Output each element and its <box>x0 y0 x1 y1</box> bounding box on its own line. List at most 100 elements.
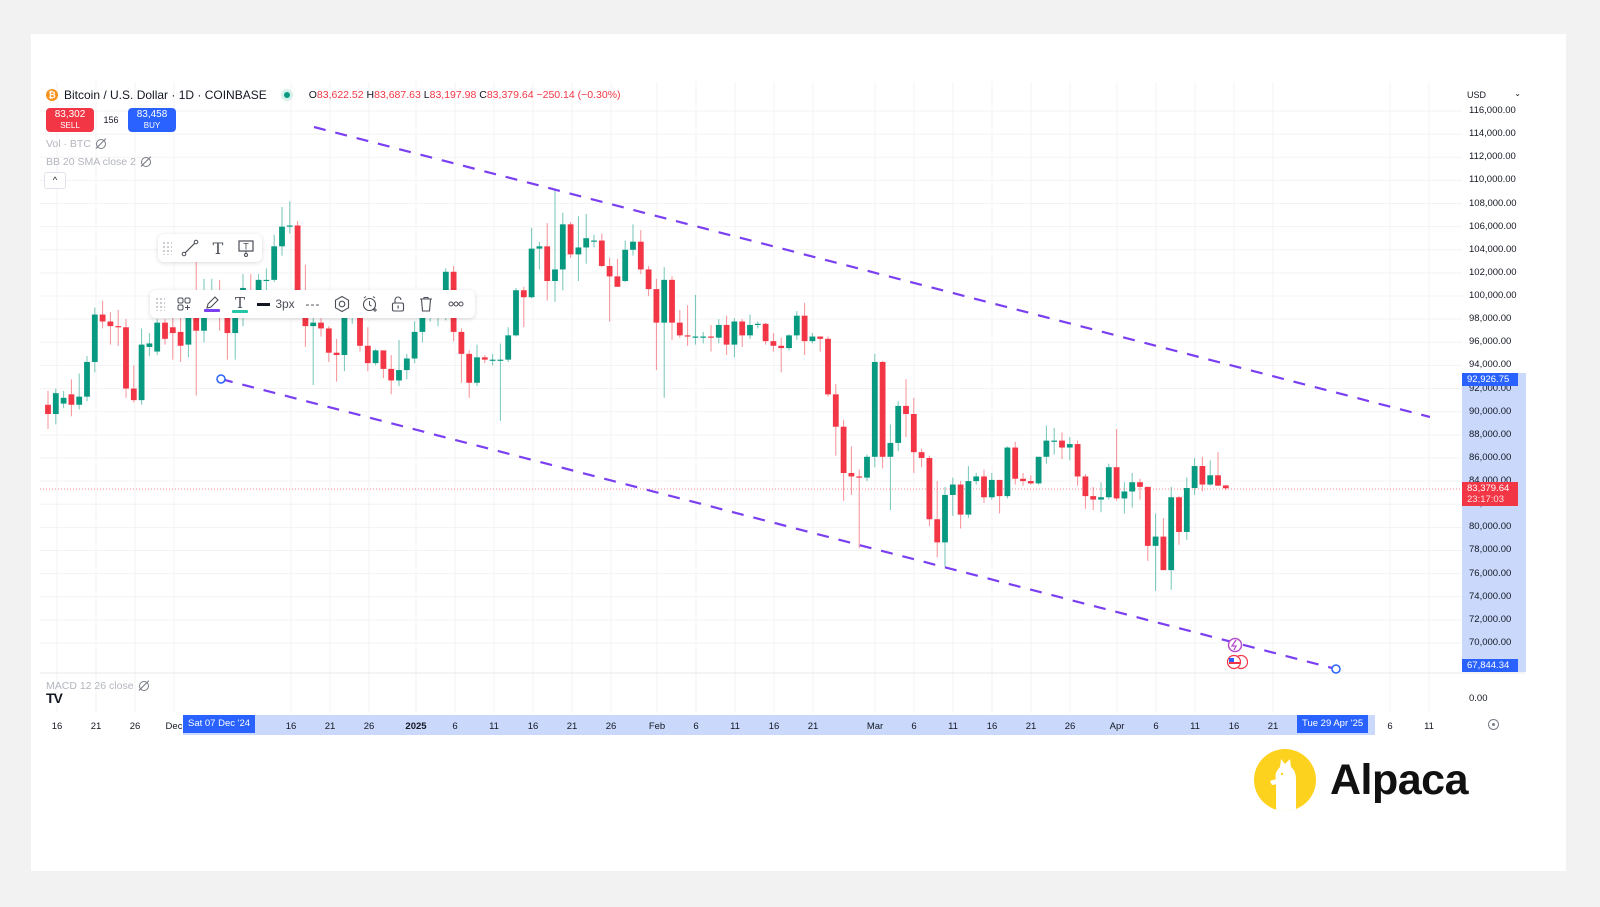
bitcoin-icon: ₿ <box>46 89 58 101</box>
event-marker-icon[interactable] <box>1227 637 1243 653</box>
candle <box>1183 477 1190 541</box>
candle <box>107 312 114 345</box>
candle <box>1020 472 1026 486</box>
time-axis-label: 11 <box>1424 721 1434 732</box>
candle <box>520 286 527 328</box>
hidden-eye-icon[interactable] <box>95 139 106 149</box>
candle <box>333 338 340 382</box>
candle <box>1168 486 1175 590</box>
candle <box>396 339 402 387</box>
candle <box>895 401 902 452</box>
channel-anchor-start[interactable] <box>216 374 226 384</box>
candle <box>1027 475 1034 485</box>
open-value: 83,622.52 <box>316 89 364 101</box>
line-style-icon[interactable]: --- <box>305 297 321 311</box>
settings-icon[interactable] <box>328 290 356 318</box>
delete-icon[interactable] <box>412 290 440 318</box>
grip-icon[interactable] <box>158 234 176 262</box>
candle <box>692 294 699 345</box>
candle <box>411 321 418 364</box>
line-color-button[interactable] <box>198 290 226 318</box>
candle <box>68 379 75 417</box>
candle <box>286 201 293 234</box>
candle <box>934 481 941 558</box>
candle <box>630 224 636 256</box>
candle <box>879 360 886 469</box>
us-flag-event-icon[interactable] <box>1226 654 1249 670</box>
candle <box>973 472 980 485</box>
line-width-button[interactable]: 3px <box>254 290 298 318</box>
chart-settings-icon[interactable] <box>1488 719 1499 730</box>
add-alert-icon[interactable] <box>356 290 384 318</box>
price-axis-label: 86,000.00 <box>1469 451 1512 463</box>
symbol-title[interactable]: Bitcoin / U.S. Dollar · 1D · COINBASE <box>64 88 267 102</box>
price-axis-label: 94,000.00 <box>1469 359 1512 371</box>
alpaca-logo-icon <box>1254 749 1316 811</box>
time-axis-label: 6 <box>911 721 917 732</box>
lower-anchor-price-tag: 67,844.34 <box>1462 659 1518 672</box>
end-date-tag: Tue 29 Apr '25 <box>1297 715 1369 733</box>
price-axis-label: 98,000.00 <box>1469 313 1512 325</box>
price-axis-label: 80,000.00 <box>1469 521 1512 533</box>
indicator-bollinger[interactable]: BB 20 SMA close 2 <box>46 156 151 168</box>
sell-button[interactable]: 83,302 SELL <box>46 108 94 132</box>
pencil-icon <box>206 296 219 309</box>
lower-channel-line[interactable] <box>220 377 1337 671</box>
price-axis-label: 92,000.00 <box>1469 382 1512 394</box>
trade-buttons: 83,302 SELL 156 83,458 BUY <box>46 108 176 132</box>
candle <box>910 397 917 473</box>
candle <box>372 349 379 366</box>
candle <box>1160 518 1167 571</box>
candle <box>926 455 933 527</box>
candle <box>1191 457 1198 495</box>
candle <box>825 336 831 397</box>
candle <box>115 309 122 346</box>
candle <box>123 319 129 398</box>
collapse-legend-button[interactable]: ^ <box>44 172 66 189</box>
line-width-icon <box>257 302 271 306</box>
anchored-text-icon[interactable]: T <box>232 234 260 262</box>
time-axis-label: 16 <box>986 721 998 732</box>
text-icon[interactable]: T <box>212 238 224 258</box>
currency-selector[interactable]: USD ⌄ <box>1467 89 1521 100</box>
trend-line-icon[interactable] <box>176 234 204 262</box>
channel-anchor-end[interactable] <box>1331 664 1341 674</box>
drawing-properties-toolbar: T 3px --- <box>150 290 475 318</box>
object-tree-icon[interactable] <box>170 290 198 318</box>
time-axis-label: 11 <box>948 721 958 732</box>
candle <box>832 383 839 456</box>
more-icon[interactable] <box>440 290 472 318</box>
candle <box>1074 440 1081 486</box>
candle <box>1051 427 1058 455</box>
candle <box>731 318 738 358</box>
candle <box>489 353 496 366</box>
price-axis-label: 100,000.00 <box>1469 290 1517 302</box>
candle <box>817 336 824 352</box>
hidden-eye-icon[interactable] <box>138 681 149 691</box>
price-axis-label: 116,000.00 <box>1469 105 1516 116</box>
tradingview-logo[interactable]: TV <box>46 690 63 706</box>
candle <box>965 466 972 519</box>
candle <box>669 276 675 340</box>
time-range-highlight <box>183 715 1375 735</box>
hidden-eye-icon[interactable] <box>140 157 151 167</box>
candle <box>84 356 90 402</box>
buy-button[interactable]: 83,458 BUY <box>128 108 176 132</box>
candle <box>193 257 200 396</box>
bar-countdown: 23:17:03 <box>1467 494 1504 505</box>
drawing-favorites-toolbar: T T <box>158 234 262 262</box>
time-axis-label: 11 <box>1190 721 1200 732</box>
candle <box>903 379 909 438</box>
upper-channel-line[interactable] <box>313 125 1431 419</box>
lock-icon[interactable] <box>384 290 412 318</box>
candle <box>739 319 746 347</box>
indicator-volume[interactable]: Vol · BTC <box>46 138 106 150</box>
time-axis-label: 26 <box>363 721 375 732</box>
time-axis-label: 16 <box>51 721 63 732</box>
candle <box>684 305 691 346</box>
price-axis-label: 108,000.00 <box>1469 197 1517 209</box>
text-color-button[interactable]: T <box>226 290 254 318</box>
indicator-macd[interactable]: MACD 12 26 close <box>46 680 149 692</box>
grip-icon[interactable] <box>150 290 170 318</box>
price-axis-label: 70,000.00 <box>1469 636 1512 648</box>
